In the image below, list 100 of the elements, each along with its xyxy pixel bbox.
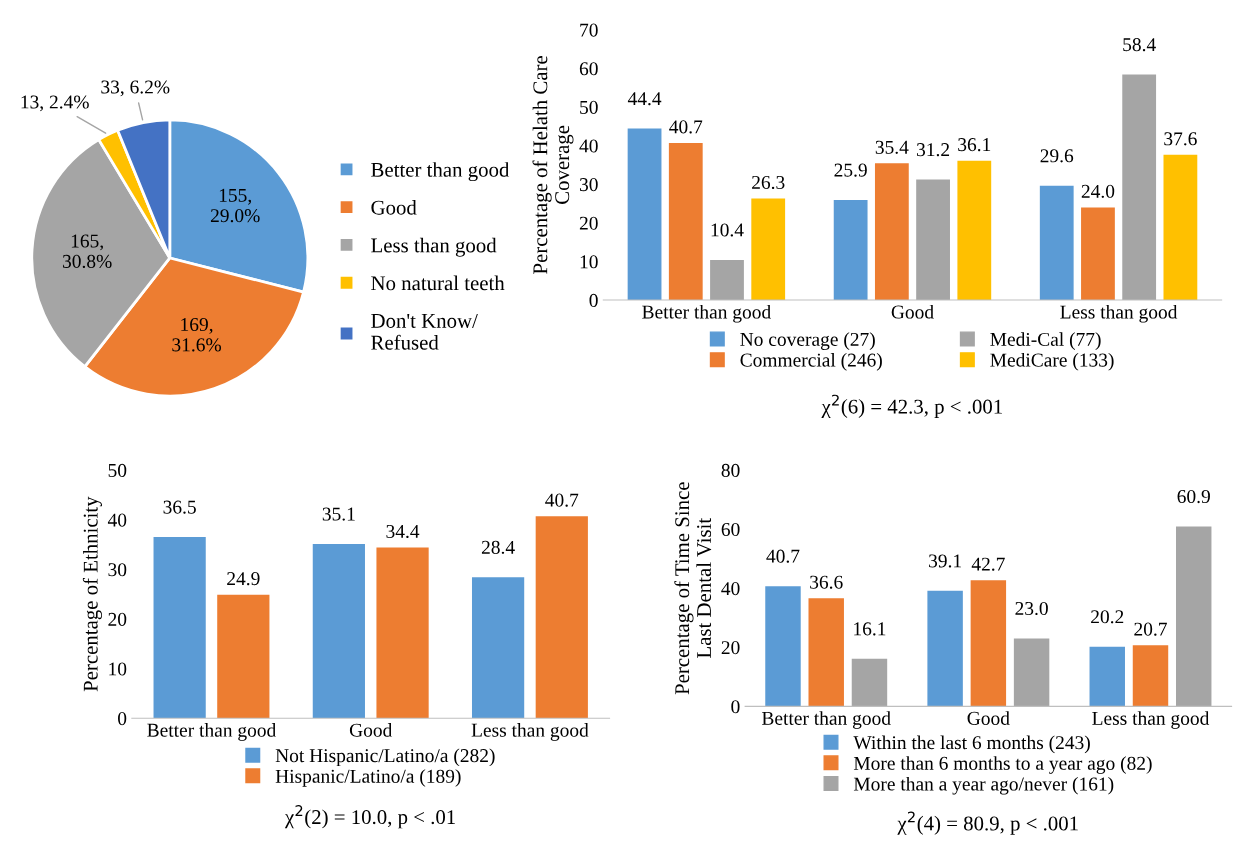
bar [1089, 646, 1125, 707]
legend-label: More than a year ago/never (161) [853, 776, 1114, 795]
x-tick-label: Better than good [761, 711, 891, 729]
y-tick-label: 0 [118, 712, 127, 726]
bar [153, 537, 206, 719]
data-label: 16.1 [854, 622, 886, 636]
bar [627, 128, 662, 301]
text: χ$^{2}$(2) = 10.0, p < .01 [284, 805, 455, 829]
bar [808, 598, 844, 707]
data-label: 40.7 [669, 120, 703, 134]
bar [1039, 185, 1074, 301]
bar [710, 259, 744, 301]
x-tick-label: Less than good [1060, 304, 1178, 323]
data-label: 23.0 [1015, 601, 1048, 616]
legend-label: Within the last 6 months (243) [853, 735, 1090, 754]
legend-label: Hispanic/Latino/a (189) [275, 769, 461, 787]
y-tick-label: 50 [108, 463, 127, 477]
y-tick-label: 60 [721, 522, 740, 537]
legend-label: More than 6 months to a year ago (82) [853, 756, 1152, 774]
y-tick-label: 30 [579, 178, 598, 192]
data-label: 58.4 [1123, 38, 1156, 52]
data-label: 25.9 [834, 163, 867, 177]
y-tick-label: 70 [580, 23, 598, 37]
x-tick-label: Less than good [471, 723, 589, 741]
data-label: 36.6 [810, 575, 843, 589]
data-label: 29.6 [1040, 149, 1074, 163]
legend-label: Good [371, 199, 417, 215]
y-tick-label: 0 [589, 293, 598, 307]
bar [471, 577, 525, 719]
bar [957, 160, 992, 301]
legend-label: No natural teeth [371, 275, 505, 291]
bar [851, 658, 888, 707]
bar [312, 544, 365, 719]
bar [1122, 74, 1157, 301]
x-tick-label: Better than good [642, 304, 771, 323]
x-tick-label: Good [891, 304, 934, 319]
x-tick-label: Good [967, 711, 1010, 725]
y-tick-label: 40 [721, 582, 740, 596]
data-label: 36.5 [163, 500, 196, 514]
legend-label: No coverage (27) [740, 332, 875, 350]
data-label: 33, 6.2% [101, 80, 170, 97]
data-label: 60.9 [1177, 489, 1210, 504]
data-label: 39.1 [929, 554, 961, 568]
bar [1013, 638, 1050, 707]
bar [751, 198, 786, 301]
data-label: 13, 2.4% [21, 95, 89, 112]
data-label: 40.7 [545, 493, 579, 507]
data-label: 165, 30.8% [62, 234, 112, 268]
bar [927, 590, 963, 707]
data-label: 31.2 [917, 143, 950, 157]
bar [535, 516, 588, 719]
data-label: 24.9 [227, 572, 260, 586]
y-tick-label: 80 [721, 463, 740, 477]
data-label: 169, 31.6% [172, 317, 221, 352]
data-label: 35.4 [875, 140, 909, 154]
bar [874, 163, 909, 301]
y-tick-label: 60 [579, 62, 598, 76]
y-tick-label: 10 [109, 662, 127, 676]
y-axis-title: Percentage of Time Since Last Dental Visit [674, 482, 712, 695]
bar [1163, 154, 1198, 301]
data-label: 28.4 [481, 540, 515, 554]
text: χ$^{2}$(4) = 80.9, p < .001 [897, 811, 1078, 835]
y-tick-label: 20 [108, 612, 127, 626]
y-tick-label: 50 [580, 100, 598, 114]
bar [916, 179, 950, 301]
bar [1176, 526, 1212, 707]
x-tick-label: Good [349, 723, 393, 737]
data-label: 36.1 [958, 138, 991, 152]
data-label: 26.3 [752, 175, 785, 190]
data-label: 20.2 [1091, 610, 1124, 624]
bar [1132, 645, 1169, 707]
y-axis-title: Percentage of Ethnicity [82, 496, 102, 692]
data-label: 10.4 [711, 223, 744, 237]
bar [970, 580, 1007, 707]
data-label: 37.6 [1164, 132, 1197, 146]
data-label: 44.4 [627, 92, 662, 106]
bar [668, 142, 703, 301]
data-label: 34.4 [386, 524, 420, 539]
data-label: 40.7 [766, 549, 800, 563]
x-tick-label: Less than good [1092, 711, 1210, 729]
legend-label: Better than good [371, 162, 510, 182]
legend-label: MediCare (133) [990, 352, 1114, 371]
bar [1081, 207, 1115, 301]
y-tick-label: 40 [107, 513, 127, 527]
y-tick-label: 20 [721, 641, 740, 655]
data-label: 155, 29.0% [210, 188, 260, 223]
bar [217, 594, 270, 719]
y-tick-label: 20 [579, 216, 598, 230]
legend-label: Not Hispanic/Latino/a (282) [275, 748, 495, 767]
text: χ$^{2}$(6) = 42.3, p < .001 [821, 394, 1002, 418]
bar [833, 200, 868, 301]
legend-label: Don't Know/ Refused [371, 313, 478, 350]
bar [765, 586, 801, 707]
data-label: 42.7 [971, 557, 1005, 571]
bar [376, 547, 429, 719]
data-label: 35.1 [322, 507, 355, 521]
y-tick-label: 10 [580, 255, 598, 269]
legend-label: Commercial (246) [740, 353, 882, 371]
y-tick-label: 40 [579, 139, 598, 153]
y-tick-label: 30 [108, 563, 127, 577]
